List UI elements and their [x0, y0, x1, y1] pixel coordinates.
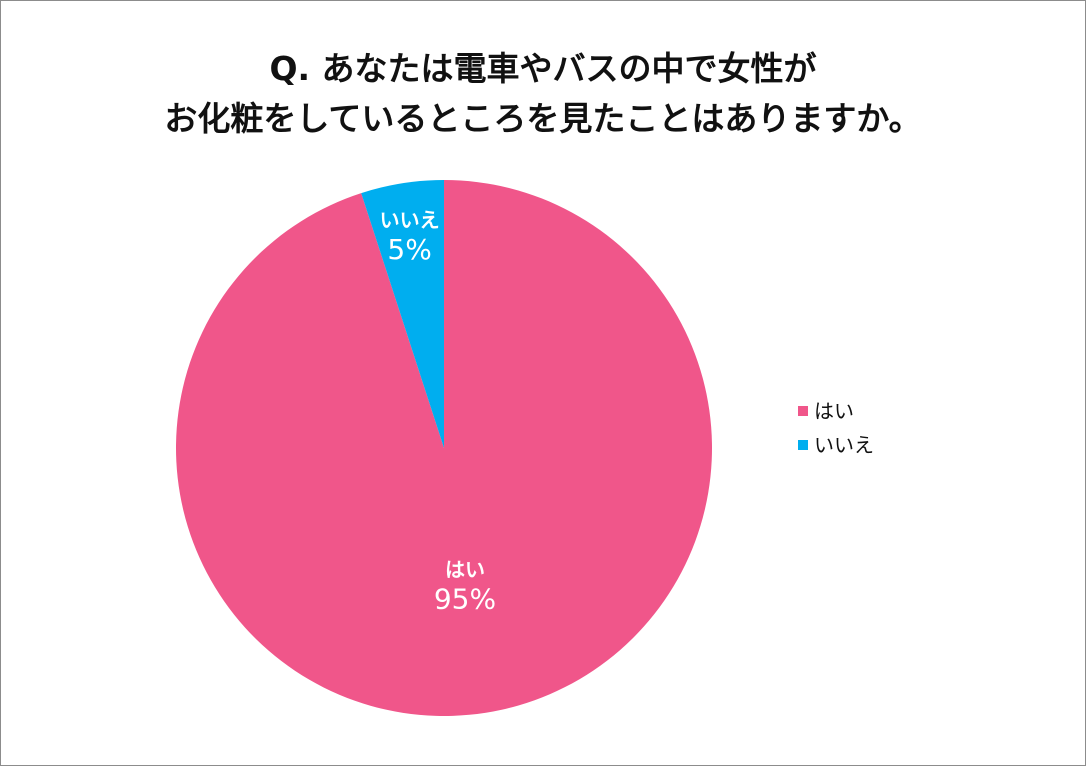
- slice-value-label-no: 5%: [387, 233, 431, 266]
- legend-item-no: いいえ: [798, 428, 874, 462]
- chart-title-line-1: Q. あなたは電車やバスの中で女性が: [269, 49, 817, 88]
- legend: はい いいえ: [798, 394, 874, 462]
- chart-title-line-2: お化粧をしているところを見たことはありますか。: [164, 99, 922, 138]
- pie-slices: [175, 180, 712, 716]
- slice-category-label-no: いいえ: [380, 208, 440, 232]
- chart-title: Q. あなたは電車やバスの中で女性が お化粧をしているところを見たことはあります…: [0, 44, 1086, 144]
- legend-label-yes: はい: [814, 399, 854, 423]
- legend-item-yes: はい: [798, 394, 874, 428]
- legend-label-no: いいえ: [814, 433, 874, 457]
- legend-swatch-yes: [798, 406, 808, 416]
- pie-slice-no: [361, 180, 444, 448]
- slice-category-label-yes: はい: [445, 557, 485, 581]
- legend-swatch-no: [798, 440, 808, 450]
- slice-value-label-yes: 95%: [434, 582, 496, 615]
